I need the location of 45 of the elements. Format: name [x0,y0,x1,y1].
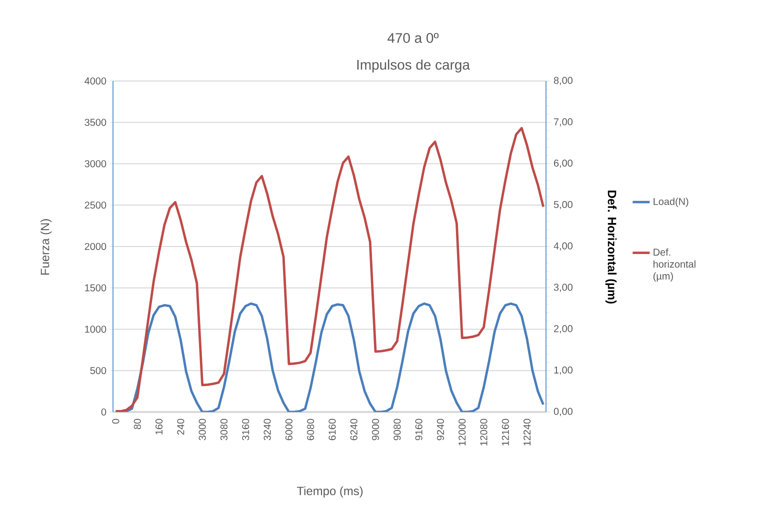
x-tick-label: 3160 [242,418,250,440]
y2-tick-label: 8,00 [554,76,573,86]
x-tick-label: 3080 [220,418,228,440]
x-tick-label: 3000 [198,418,206,440]
x-axis-title: Tiempo (ms) [296,486,363,498]
y2-axis-title: Def. Horizontal (µm) [605,190,617,304]
y2-tick-label: 1,00 [554,366,573,375]
y-tick-label: 3500 [84,118,106,126]
y2-tick-label: 6,00 [554,160,573,168]
x-tick-label: 9080 [394,418,401,440]
y-tick-label: 1000 [85,326,106,333]
y-tick-label: 4000 [84,77,106,85]
x-tick-label: 9000 [372,418,380,440]
x-tick-label: 6160 [328,418,336,440]
x-tick-label: 0 [112,418,120,424]
y2-tick-label: 2,00 [554,325,573,334]
y-tick-label: 1500 [85,284,106,292]
y2-tick-label: 7,00 [554,118,573,126]
legend-label: Def. horizontal (µm) [653,248,696,282]
y-tick-label: 2500 [84,202,106,209]
y-tick-label: 0 [101,408,106,416]
y2-tick-label: 5,00 [554,201,573,210]
x-tick-label: 240 [177,418,184,435]
x-tick-label: 6240 [350,418,358,440]
y2-tick-label: 4,00 [554,242,573,251]
y-tick-label: 500 [90,367,106,374]
x-tick-label: 9160 [415,418,422,440]
x-tick-label: 12000 [458,418,466,446]
chart-title: 470 a 0º [388,33,439,43]
x-tick-label: 80 [134,418,141,430]
y-tick-label: 3000 [84,160,106,168]
y2-tick-label: 3,00 [554,284,573,292]
y-axis-title: Fuerza (N) [40,219,52,275]
x-tick-label: 6080 [307,418,314,440]
x-tick-label: 9240 [436,418,444,440]
chart-subtitle: Impulsos de carga [357,59,470,72]
y2-tick-label: 0,00 [554,408,573,416]
x-tick-label: 3240 [264,418,271,440]
legend-label: Load(N) [654,198,688,207]
x-tick-label: 6000 [285,418,292,440]
y-tick-label: 2000 [84,242,106,250]
x-tick-label: 12240 [524,418,531,446]
x-tick-label: 12160 [502,418,509,446]
x-tick-label: 160 [155,418,163,434]
x-tick-label: 12080 [480,418,488,446]
